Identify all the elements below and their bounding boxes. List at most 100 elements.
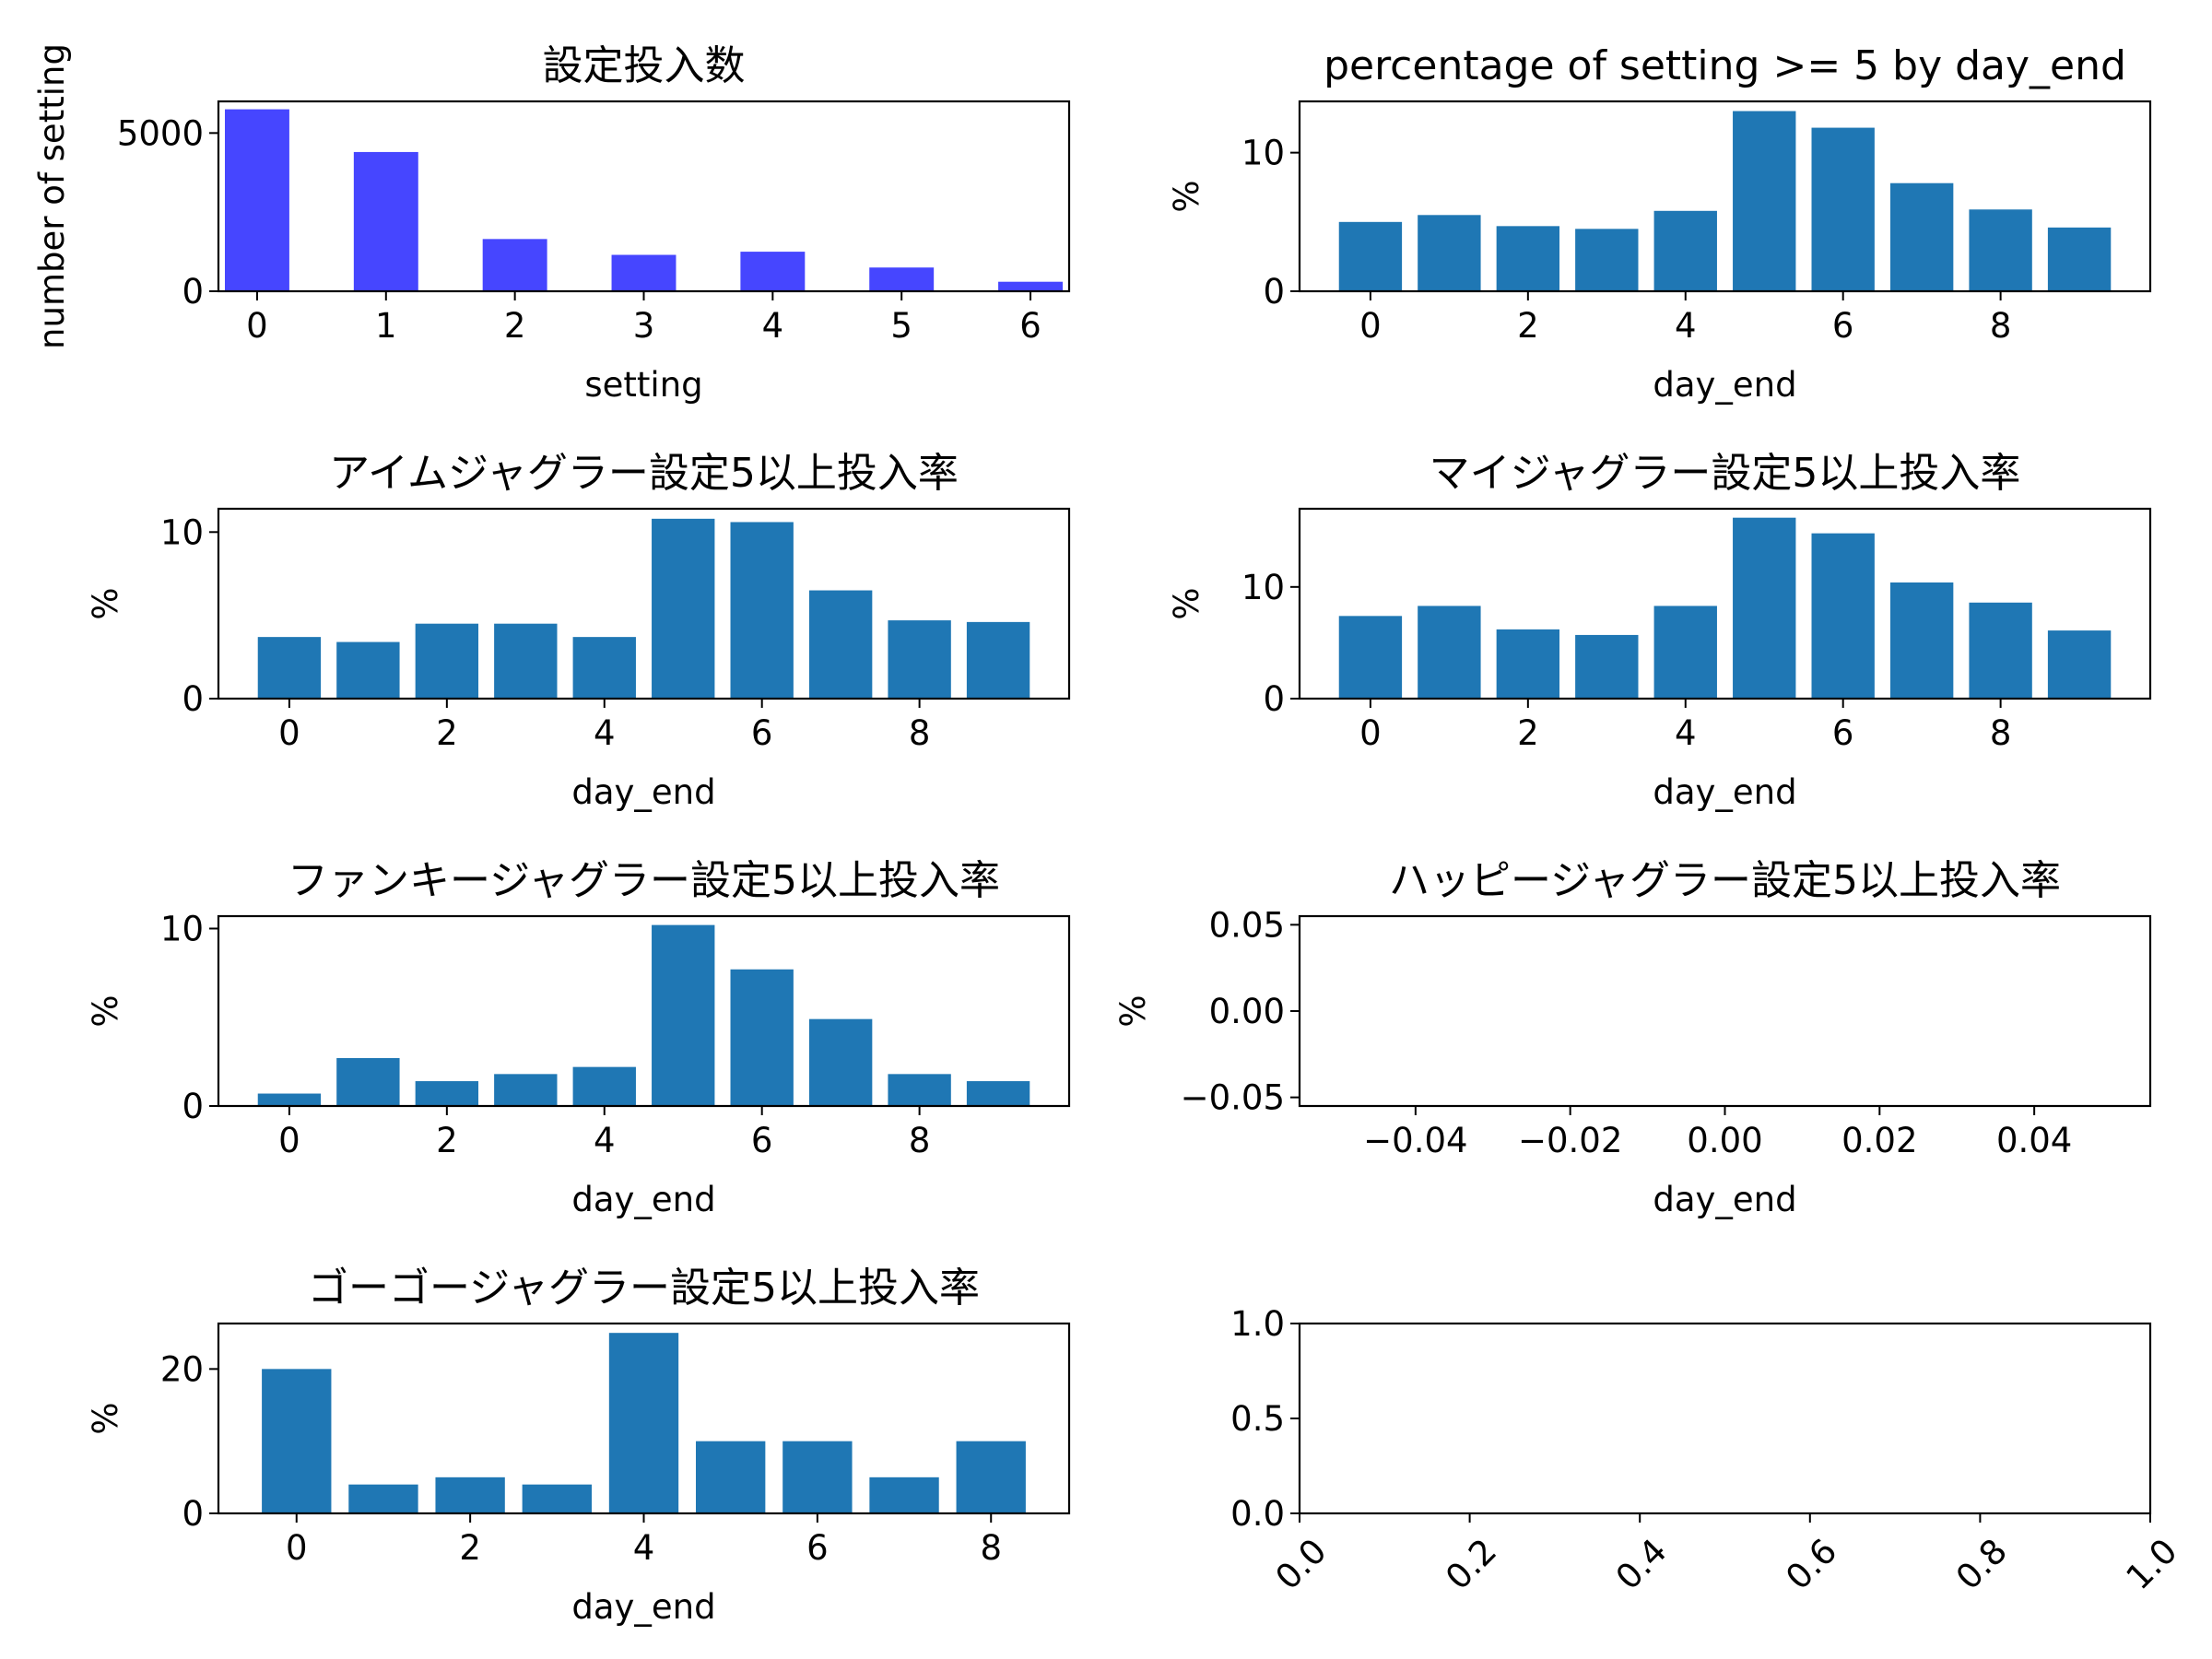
y-tick-label: 0.05 bbox=[1209, 905, 1285, 945]
x-axis-label: day_end bbox=[571, 1180, 715, 1219]
bar-p3-9 bbox=[966, 621, 1030, 699]
x-tick-label: 6 bbox=[1832, 306, 1854, 346]
y-tick-label: 0 bbox=[1263, 679, 1285, 719]
y-tick-label: 10 bbox=[1241, 134, 1285, 173]
bar-p3-3 bbox=[494, 623, 558, 699]
bar-p4-7 bbox=[1889, 582, 1954, 699]
bar-p4-9 bbox=[2047, 630, 2112, 699]
y-tick-label: 0.5 bbox=[1230, 1399, 1285, 1439]
x-tick-label: 6 bbox=[1019, 306, 1041, 346]
bar-p7-3 bbox=[522, 1484, 592, 1513]
bar-p4-1 bbox=[1418, 606, 1481, 699]
bar-p4-6 bbox=[1811, 533, 1875, 699]
x-tick-label: 4 bbox=[762, 306, 784, 346]
bar-p3-1 bbox=[336, 641, 400, 699]
x-tick-label: 2 bbox=[1517, 306, 1539, 346]
x-tick-label: 0 bbox=[246, 306, 268, 346]
x-tick-label: 2 bbox=[504, 306, 526, 346]
y-tick-label: −0.05 bbox=[1181, 1078, 1285, 1118]
x-tick-label: 1.0 bbox=[2119, 1531, 2185, 1597]
y-axis-label: % bbox=[1113, 994, 1153, 1027]
bar-p2-0 bbox=[1338, 221, 1403, 291]
x-tick-label: 0 bbox=[286, 1528, 308, 1568]
subplot-p4: 0 2 4 6 8 0 10 マイジャグラー設定5以上投入率 day_end% bbox=[1167, 450, 2152, 812]
bar-p5-5 bbox=[652, 924, 715, 1106]
x-tick-label: 8 bbox=[909, 713, 931, 753]
bar-p7-2 bbox=[435, 1477, 505, 1513]
subplot-title: ファンキージャグラー設定5以上投入率 bbox=[288, 857, 1000, 904]
subplot-p8: 0.0 0.2 0.4 0.6 0.8 1.0 0.0 0.5 1.0 bbox=[1230, 1304, 2184, 1597]
y-tick-label: 0 bbox=[182, 272, 204, 312]
x-axis-label: day_end bbox=[1653, 1180, 1796, 1219]
x-tick-label: 0.6 bbox=[1778, 1531, 1844, 1597]
x-tick-label: 0.02 bbox=[1841, 1121, 1917, 1160]
bar-p5-0 bbox=[257, 1093, 322, 1106]
subplot-p7: 0 2 4 6 8 0 20 ゴーゴージャグラー設定5以上投入率 day_end% bbox=[86, 1265, 1071, 1627]
y-tick-label: 0 bbox=[182, 1087, 204, 1126]
subplot-title: ゴーゴージャグラー設定5以上投入率 bbox=[308, 1265, 980, 1312]
plot-frame bbox=[217, 507, 1071, 700]
x-axis-label: day_end bbox=[571, 1587, 715, 1627]
x-tick-label: 1 bbox=[375, 306, 397, 346]
y-axis-label: number of setting bbox=[32, 43, 72, 349]
x-tick-label: 0.8 bbox=[1948, 1531, 2015, 1597]
plot-frame bbox=[1298, 1322, 2152, 1515]
x-tick-label: −0.02 bbox=[1518, 1121, 1622, 1160]
x-tick-label: 6 bbox=[1832, 713, 1854, 753]
bar-p5-2 bbox=[415, 1081, 479, 1106]
plot-frame bbox=[1298, 914, 2152, 1108]
bar-p5-6 bbox=[730, 969, 794, 1106]
x-tick-label: 4 bbox=[1675, 713, 1697, 753]
bar-p4-8 bbox=[1969, 602, 2032, 699]
bar-p3-4 bbox=[572, 637, 636, 699]
x-tick-label: 0.04 bbox=[1996, 1121, 2072, 1160]
bar-p7-6 bbox=[782, 1441, 853, 1513]
subplot-title: アイムジャグラー設定5以上投入率 bbox=[329, 450, 959, 497]
x-tick-label: 0 bbox=[1359, 713, 1382, 753]
bar-p2-2 bbox=[1496, 226, 1560, 291]
bar-p7-1 bbox=[348, 1484, 418, 1513]
bar-p4-0 bbox=[1338, 616, 1403, 699]
bar-p2-9 bbox=[2047, 227, 2112, 291]
y-axis-label: % bbox=[86, 994, 125, 1027]
subplot-title: percentage of setting >= 5 by day_end bbox=[1324, 42, 2126, 89]
bar-p1-2 bbox=[482, 239, 547, 291]
x-axis-label: day_end bbox=[1653, 365, 1796, 405]
x-axis-label: day_end bbox=[1653, 772, 1796, 812]
bar-p7-0 bbox=[262, 1369, 332, 1513]
x-tick-label: 8 bbox=[1990, 306, 2012, 346]
subplot-title: ハッピージャグラー設定5以上投入率 bbox=[1389, 857, 2061, 904]
bar-p1-5 bbox=[869, 267, 935, 291]
bar-p1-3 bbox=[611, 254, 677, 291]
y-tick-label: 0 bbox=[1263, 272, 1285, 312]
bar-p2-4 bbox=[1653, 210, 1717, 291]
x-tick-label: 4 bbox=[1675, 306, 1697, 346]
y-tick-label: 0.00 bbox=[1209, 992, 1285, 1031]
y-tick-label: 10 bbox=[160, 512, 204, 552]
bar-p4-5 bbox=[1733, 517, 1796, 699]
bar-p2-6 bbox=[1811, 127, 1875, 291]
bar-p2-7 bbox=[1889, 182, 1954, 291]
subplot-p1: 0 1 2 3 4 5 6 0 5000 設定投入数 setting number of settin… bbox=[32, 42, 1071, 405]
bar-p3-5 bbox=[652, 518, 715, 699]
bar-p7-7 bbox=[869, 1477, 939, 1513]
y-tick-label: 20 bbox=[160, 1349, 204, 1389]
bar-p7-4 bbox=[608, 1333, 679, 1513]
bar-p1-4 bbox=[740, 252, 806, 291]
x-axis-label: day_end bbox=[571, 772, 715, 812]
subplot-p2: 0 2 4 6 8 0 10 percentage of setting >= 5 by da… bbox=[1167, 42, 2152, 405]
y-axis-label: % bbox=[1167, 180, 1206, 212]
bar-p5-3 bbox=[494, 1074, 558, 1106]
x-tick-label: 2 bbox=[436, 713, 458, 753]
plot-frame bbox=[217, 914, 1071, 1108]
bar-p1-0 bbox=[224, 109, 289, 291]
bar-p1-1 bbox=[353, 151, 418, 291]
bar-p3-8 bbox=[888, 620, 951, 699]
bar-p3-7 bbox=[808, 590, 873, 699]
subplot-title: マイジャグラー設定5以上投入率 bbox=[1430, 450, 2021, 497]
bar-p5-7 bbox=[808, 1018, 873, 1106]
y-axis-label: % bbox=[1167, 587, 1206, 619]
x-tick-label: 8 bbox=[1990, 713, 2012, 753]
subplot-p3: 0 2 4 6 8 0 10 アイムジャグラー設定5以上投入率 day_end% bbox=[86, 450, 1071, 812]
